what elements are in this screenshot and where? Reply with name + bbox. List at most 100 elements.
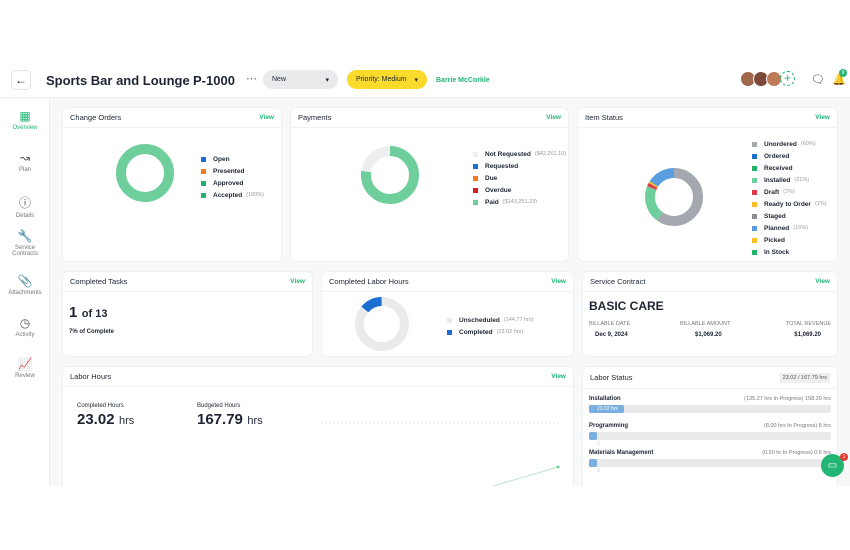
- view-link[interactable]: View: [259, 114, 274, 121]
- item-status-card: Item Status View Unordered (60%) Ordered Rec…: [577, 107, 838, 262]
- legend-swatch: [447, 329, 452, 335]
- sidebar-item-label: Attachments: [8, 290, 42, 296]
- legend-item[interactable]: Accepted (100%): [201, 189, 264, 201]
- labor-status-row: Programming (8.00 hrs In Progress) 8 hrs 0: [589, 423, 831, 447]
- card-title: Item Status: [585, 113, 623, 122]
- legend-label: Draft: [764, 188, 780, 196]
- card-title: Labor Hours: [70, 372, 112, 381]
- legend-item[interactable]: Open: [201, 153, 264, 165]
- sidebar-item-activity[interactable]: ◷ Activity: [0, 316, 50, 338]
- item-status-legend: Unordered (60%) Ordered Received Installed (2…: [752, 138, 827, 258]
- donut-slice-planned[interactable]: [645, 168, 703, 226]
- donut-slice-paid[interactable]: [361, 146, 419, 204]
- legend-item[interactable]: Paid ($143,251.23): [473, 196, 566, 208]
- assigned-user-link[interactable]: Barrie McCorkle: [436, 77, 490, 84]
- view-link[interactable]: View: [815, 278, 830, 285]
- view-link[interactable]: View: [815, 114, 830, 121]
- view-link[interactable]: View: [290, 278, 305, 285]
- bell-icon[interactable]: 🔔: [832, 74, 846, 86]
- legend-swatch: [752, 165, 757, 171]
- sidebar-item-attachments[interactable]: 📎 Attachments: [0, 274, 50, 296]
- hours-unit: hrs: [247, 415, 263, 427]
- back-button[interactable]: ←: [11, 70, 31, 90]
- sidebar-item-plan[interactable]: ↝ Plan: [0, 151, 50, 173]
- card-title: Change Orders: [70, 113, 122, 122]
- sidebar-item-review[interactable]: 📈 Review: [0, 357, 50, 379]
- legend-label: Completed: [459, 328, 493, 336]
- more-options-icon[interactable]: ⋯: [246, 73, 257, 85]
- legend-item[interactable]: Completed (23.02 hrs): [447, 326, 533, 338]
- completed-tasks-card: Completed Tasks View 1 of 13 7% of Comple…: [62, 271, 313, 357]
- legend-item[interactable]: Approved: [201, 177, 264, 189]
- budgeted-hours-value: 167.79: [197, 411, 243, 428]
- sidebar-item-overview[interactable]: ▦ Overview: [0, 109, 50, 131]
- legend-swatch: [473, 199, 478, 205]
- legend-value: (23.02 hrs): [496, 329, 524, 335]
- donut-slice-installed[interactable]: [645, 168, 703, 226]
- card-title: Completed Tasks: [70, 277, 128, 286]
- legend-item[interactable]: Ready to Order (1%): [752, 198, 827, 210]
- status-dropdown[interactable]: New ▾: [263, 70, 338, 89]
- legend-item[interactable]: Overdue: [473, 184, 566, 196]
- legend-item[interactable]: Received: [752, 162, 827, 174]
- contract-plan-name: BASIC CARE: [589, 299, 664, 313]
- legend-label: Unscheduled: [459, 316, 500, 324]
- labor-progress-bar: 23.02 hrs: [589, 405, 831, 413]
- legend-item[interactable]: Installed (21%): [752, 174, 827, 186]
- project-title: Sports Bar and Lounge: [46, 73, 190, 88]
- legend-swatch: [201, 168, 206, 174]
- legend-item[interactable]: Due: [473, 172, 566, 184]
- priority-dropdown[interactable]: Priority: Medium ▾: [347, 70, 427, 89]
- chat-icon[interactable]: 🗨: [811, 74, 825, 86]
- caret-down-icon: ▾: [325, 76, 329, 84]
- legend-item[interactable]: In Stock: [752, 246, 827, 258]
- legend-item[interactable]: Picked: [752, 234, 827, 246]
- legend-value: (21%): [794, 177, 810, 183]
- add-member-icon[interactable]: +: [780, 71, 795, 86]
- view-link[interactable]: View: [551, 373, 566, 380]
- team-avatars[interactable]: +: [740, 71, 795, 87]
- legend-item[interactable]: Unscheduled (144.77 hrs): [447, 314, 533, 326]
- chat-launcher-button[interactable]: ▭: [821, 454, 844, 477]
- labor-status-row: Materials Management (0.50 hr In Progress…: [589, 450, 831, 474]
- tasks-completed-count: 1: [69, 304, 78, 321]
- tasks-total: of 13: [81, 308, 108, 320]
- donut-slice-unscheduled[interactable]: [355, 297, 409, 351]
- legend-swatch: [752, 177, 757, 183]
- labor-category: Installation: [589, 396, 621, 402]
- legend-item[interactable]: Presented: [201, 165, 264, 177]
- chart-icon: 📈: [17, 357, 33, 371]
- priority-value: Priority: Medium: [356, 76, 407, 83]
- labor-status-rows: Installation (135.27 hrs In Progress) 158…: [589, 396, 831, 477]
- legend-item[interactable]: Unordered (60%): [752, 138, 827, 150]
- labor-progress-fill: [589, 432, 597, 440]
- sidebar-item-details[interactable]: ⓘ Details: [0, 194, 50, 219]
- labor-progress-bar: 0: [589, 432, 831, 447]
- legend-item[interactable]: Requested: [473, 160, 566, 172]
- legend-label: Ready to Order: [764, 200, 811, 208]
- legend-item[interactable]: Staged: [752, 210, 827, 222]
- route-icon: ↝: [19, 151, 31, 165]
- view-link[interactable]: View: [546, 114, 561, 121]
- view-link[interactable]: View: [551, 278, 566, 285]
- caret-down-icon: ▾: [414, 76, 418, 84]
- legend-swatch: [752, 153, 757, 159]
- completed-labor-hours-card: Completed Labor Hours View Unscheduled (14…: [321, 271, 574, 357]
- legend-item[interactable]: Draft (2%): [752, 186, 827, 198]
- sidebar-item-service-contracts[interactable]: 🔧 Service Contracts: [0, 229, 50, 257]
- donut-slice-accepted[interactable]: [116, 144, 174, 202]
- labor-progress-label: 0: [597, 441, 600, 447]
- card-title: Labor Status: [590, 373, 633, 382]
- legend-item[interactable]: Planned (16%): [752, 222, 827, 234]
- app: ← Sports Bar and Lounge P-1000 ⋯ New ▾ Pr…: [0, 62, 850, 486]
- billable-amount-label: BILLABLE AMOUNT: [680, 321, 731, 327]
- change-orders-donut: [116, 144, 174, 202]
- legend-item[interactable]: Ordered: [752, 150, 827, 162]
- legend-swatch: [473, 175, 478, 181]
- sidebar-item-label: Activity: [15, 332, 35, 338]
- legend-item[interactable]: Not Requested ($42,261.10): [473, 148, 566, 160]
- header: ← Sports Bar and Lounge P-1000 ⋯ New ▾ Pr…: [0, 62, 850, 98]
- legend-label: Due: [485, 174, 498, 182]
- labor-status-card: Labor Status 23.02 / 167.79 hrs Installat…: [582, 366, 838, 486]
- sidebar-item-label: Service Contracts: [12, 245, 38, 257]
